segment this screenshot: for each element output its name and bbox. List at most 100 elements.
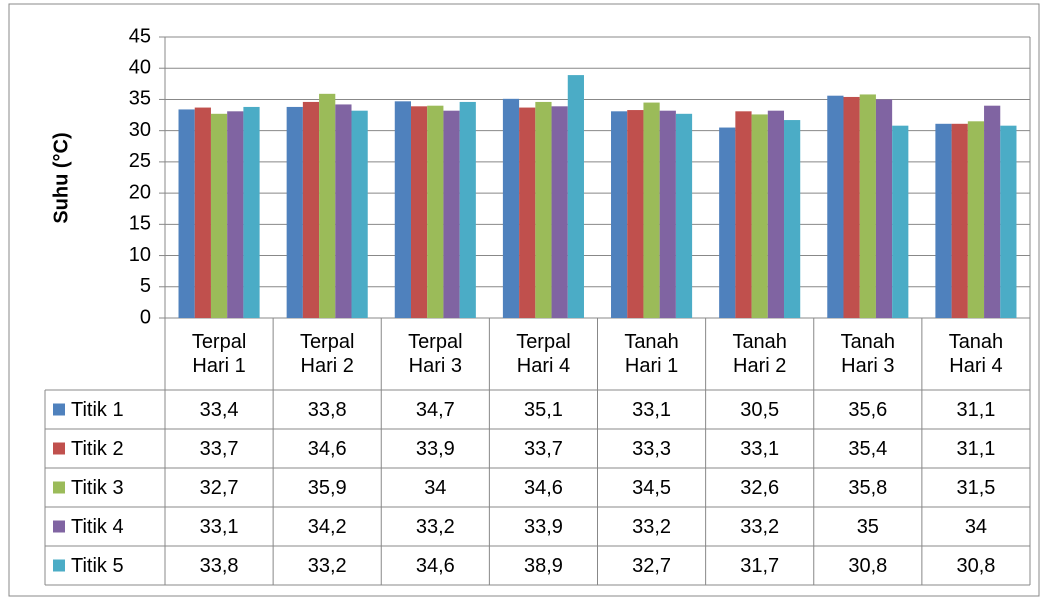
y-tick-label: 45	[129, 25, 151, 47]
table-value-text: 31,1	[956, 437, 996, 460]
y-tick-label: 5	[140, 275, 151, 297]
table-value-text: 35,9	[307, 476, 347, 499]
table-value: 38,9	[489, 546, 597, 585]
legend-swatch	[53, 559, 65, 572]
category-label-text: Tanah Hari 1	[624, 331, 679, 377]
table-value: 33,8	[273, 390, 381, 429]
table-value-text: 38,9	[523, 554, 563, 577]
table-value-text: 33,7	[199, 437, 239, 460]
table-value: 33,7	[165, 429, 273, 468]
bar	[243, 106, 260, 318]
table-value-text: 34	[424, 476, 447, 499]
table-value-text: 34,6	[415, 554, 455, 577]
bar	[892, 125, 909, 318]
table-value: 34,6	[489, 468, 597, 507]
y-tick-label: 10	[129, 244, 151, 266]
legend-label: Titik 5	[71, 555, 124, 577]
y-tick-label: 15	[129, 213, 151, 235]
y-tick-label: 20	[129, 181, 151, 203]
table-value: 33,1	[706, 429, 814, 468]
table-value-text: 33,2	[632, 515, 672, 538]
table-value-text: 33,9	[523, 515, 563, 538]
bar	[210, 113, 228, 318]
category-label: Terpal Hari 4	[489, 318, 597, 390]
bar	[611, 111, 628, 318]
table-value-text: 34,6	[307, 437, 347, 460]
table-value: 35,8	[814, 468, 922, 507]
bar	[427, 105, 444, 318]
table-value: 35,6	[814, 390, 922, 429]
category-label: Tanah Hari 4	[922, 318, 1030, 390]
table-value-text: 33,7	[523, 437, 563, 460]
y-tick-label: 40	[129, 57, 151, 79]
y-tick-label: 0	[140, 306, 151, 328]
legend-label: Titik 3	[71, 477, 124, 499]
bar	[551, 106, 568, 319]
table-value-text: 35,1	[523, 398, 563, 421]
bar	[735, 111, 752, 318]
table-value-text: 30,8	[956, 554, 996, 577]
bar	[935, 123, 952, 318]
bar	[302, 101, 320, 318]
table-value: 32,7	[165, 468, 273, 507]
table-value-text: 31,7	[740, 554, 780, 577]
table-value-text: 30,5	[740, 398, 780, 421]
table-value: 31,5	[922, 468, 1030, 507]
table-value: 33,8	[165, 546, 273, 585]
category-label: Terpal Hari 2	[273, 318, 381, 390]
table-value: 33,2	[706, 507, 814, 546]
table-value: 34,2	[273, 507, 381, 546]
category-label: Terpal Hari 1	[165, 318, 273, 390]
table-value: 32,7	[598, 546, 706, 585]
table-value-text: 30,8	[848, 554, 888, 577]
table-value-text: 35	[856, 515, 879, 538]
legend-label: Titik 1	[71, 399, 124, 421]
bar	[519, 107, 536, 318]
table-value: 33,9	[489, 507, 597, 546]
table-value-text: 31,5	[956, 476, 996, 499]
table-value-text: 33,2	[415, 515, 455, 538]
table-value: 32,6	[706, 468, 814, 507]
category-label: Tanah Hari 2	[706, 318, 814, 390]
table-value-text: 34,2	[307, 515, 347, 538]
table-value-text: 35,6	[848, 398, 888, 421]
table-value: 34,6	[273, 429, 381, 468]
table-value-text: 34,7	[415, 398, 455, 421]
bar	[675, 113, 693, 318]
bar	[410, 106, 428, 319]
legend-label: Titik 4	[71, 516, 124, 538]
table-value: 31,1	[922, 429, 1030, 468]
table-value: 33,2	[381, 507, 489, 546]
table-value-text: 32,6	[740, 476, 780, 499]
y-tick-label: 35	[129, 88, 151, 110]
table-value: 30,8	[814, 546, 922, 585]
table-value: 34	[381, 468, 489, 507]
table-value: 30,8	[922, 546, 1030, 585]
table-value-text: 33,2	[307, 554, 347, 577]
table-value-text: 33,1	[740, 437, 780, 460]
table-value: 35,1	[489, 390, 597, 429]
bar	[335, 104, 352, 318]
bar	[178, 109, 195, 319]
table-value: 33,2	[598, 507, 706, 546]
table-value-text: 33,9	[415, 437, 455, 460]
table-value: 33,4	[165, 390, 273, 429]
table-value-text: 33,8	[307, 398, 347, 421]
table-value: 34,6	[381, 546, 489, 585]
table-value: 33,2	[273, 546, 381, 585]
table-value: 34,5	[598, 468, 706, 507]
table-value: 31,7	[706, 546, 814, 585]
bar	[659, 110, 676, 318]
category-label: Tanah Hari 3	[814, 318, 922, 390]
legend-label: Titik 2	[71, 438, 124, 460]
category-label-text: Tanah Hari 3	[840, 331, 896, 377]
bar	[967, 121, 985, 318]
table-value-text: 32,7	[199, 476, 239, 499]
category-label: Terpal Hari 3	[381, 318, 489, 390]
bar	[319, 93, 336, 318]
bar	[984, 105, 1001, 318]
category-label-text: Terpal Hari 2	[299, 331, 355, 377]
bar	[719, 127, 736, 319]
